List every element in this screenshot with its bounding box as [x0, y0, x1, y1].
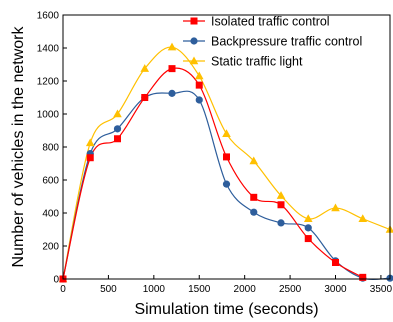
data-point	[113, 109, 122, 118]
y-tick-label: 1600	[37, 11, 60, 22]
data-point	[222, 180, 231, 188]
data-point	[249, 156, 259, 165]
x-tick-label: 1500	[188, 284, 211, 295]
y-tick-label: 0	[53, 275, 59, 286]
data-point	[140, 64, 150, 72]
legend-marker	[189, 56, 199, 65]
data-point	[141, 94, 149, 101]
data-point	[195, 96, 203, 104]
data-point	[223, 153, 230, 161]
data-point	[276, 191, 286, 199]
legend: Isolated traffic control Backpressure tra…	[183, 15, 362, 69]
y-tick-label: 800	[42, 143, 59, 154]
y-tick-label: 600	[42, 176, 59, 187]
data-point	[304, 235, 312, 243]
data-point	[277, 201, 285, 209]
y-tick-label: 1400	[37, 44, 60, 55]
x-axis-title: Simulation time (seconds)	[134, 301, 318, 318]
y-tick-label: 400	[42, 209, 59, 220]
data-point	[250, 208, 258, 216]
x-tick-label: 2000	[234, 284, 257, 295]
legend-label: Backpressure traffic control	[211, 35, 362, 49]
data-point	[358, 214, 368, 222]
legend-marker	[190, 17, 198, 25]
x-tick-label: 1000	[143, 284, 166, 295]
data-point	[167, 42, 177, 51]
data-point	[194, 71, 204, 80]
legend-label: Isolated traffic control	[211, 15, 330, 29]
data-point	[113, 125, 122, 133]
data-point	[114, 135, 121, 143]
x-tick-label: 500	[100, 284, 117, 295]
data-point	[195, 81, 203, 89]
data-point	[332, 259, 339, 266]
data-point	[277, 219, 285, 227]
x-tick-label: 3000	[324, 284, 347, 295]
axis-tick-labels: 0 500 1000 1500 2000 2500 3000 3500 0 200 400 600 80…	[37, 11, 393, 296]
data-point	[304, 224, 312, 232]
y-tick-label: 1000	[37, 110, 60, 121]
data-point	[303, 214, 313, 222]
legend-marker	[190, 37, 198, 45]
data-point	[331, 203, 340, 212]
data-point	[85, 138, 95, 147]
y-tick-label: 200	[42, 242, 59, 253]
data-point	[168, 65, 176, 73]
axis-ticks	[62, 14, 382, 280]
data-point	[222, 129, 231, 137]
y-axis-title: Number of vehicles in the network	[10, 26, 27, 268]
x-tick-label: 2500	[279, 284, 302, 295]
data-point	[359, 273, 367, 281]
data-point	[168, 89, 176, 97]
x-tick-label: 3500	[370, 284, 393, 295]
y-tick-label: 1200	[37, 77, 60, 88]
x-tick-label: 0	[60, 284, 66, 295]
data-point	[385, 225, 393, 233]
data-point	[250, 193, 258, 201]
data-point	[86, 154, 94, 162]
legend-label: Static traffic light	[211, 55, 303, 69]
